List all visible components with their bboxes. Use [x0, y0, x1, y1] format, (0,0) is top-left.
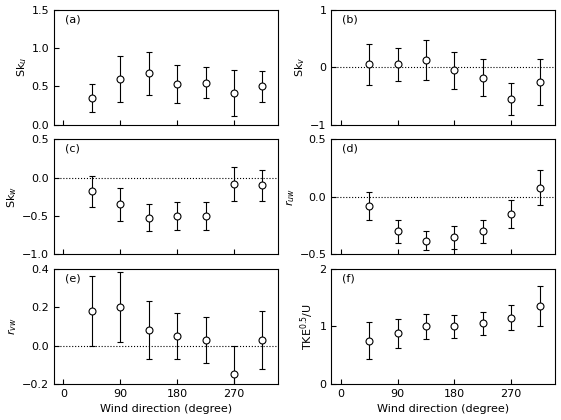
X-axis label: Wind direction (degree): Wind direction (degree): [100, 404, 232, 415]
Y-axis label: $r_{vw}$: $r_{vw}$: [6, 318, 19, 335]
Text: (c): (c): [65, 144, 80, 154]
Text: (a): (a): [65, 14, 81, 24]
Y-axis label: Sk$_w$: Sk$_w$: [6, 186, 20, 208]
X-axis label: Wind direction (degree): Wind direction (degree): [377, 404, 509, 415]
Y-axis label: Sk$_u$: Sk$_u$: [15, 57, 29, 77]
Y-axis label: TKE$^{0.5}$/U: TKE$^{0.5}$/U: [299, 303, 316, 350]
Y-axis label: Sk$_v$: Sk$_v$: [293, 57, 307, 77]
Text: (d): (d): [342, 144, 358, 154]
Text: (e): (e): [65, 273, 81, 283]
Text: (f): (f): [342, 273, 355, 283]
Text: (b): (b): [342, 14, 358, 24]
Y-axis label: $r_{uw}$: $r_{uw}$: [284, 188, 297, 206]
